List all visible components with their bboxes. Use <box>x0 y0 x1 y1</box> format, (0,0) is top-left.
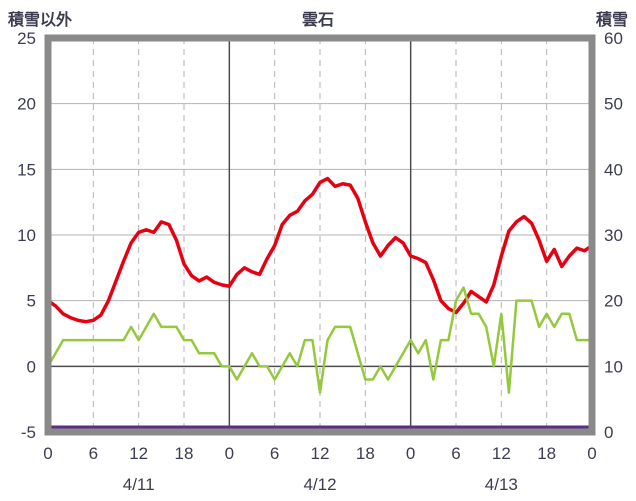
right-tick-label: 0 <box>604 423 613 442</box>
x-tick-label: 0 <box>587 444 596 463</box>
left-tick-label: 25 <box>17 29 36 48</box>
left-tick-label: 20 <box>17 95 36 114</box>
left-tick-label: 0 <box>27 357 36 376</box>
x-tick-label: 0 <box>225 444 234 463</box>
left-tick-label: 10 <box>17 226 36 245</box>
right-tick-label: 40 <box>604 160 623 179</box>
left-tick-label: 5 <box>27 292 36 311</box>
x-tick-label: 18 <box>537 444 556 463</box>
left-axis-title: 積雪以外 <box>8 12 73 29</box>
right-tick-label: 20 <box>604 292 623 311</box>
left-tick-label: 15 <box>17 160 36 179</box>
left-tick-label: -5 <box>21 423 36 442</box>
x-tick-label: 0 <box>406 444 415 463</box>
x-tick-label: 12 <box>311 444 330 463</box>
right-axis-title: 積雪 <box>595 12 628 29</box>
x-tick-label: 6 <box>270 444 279 463</box>
x-tick-label: 0 <box>43 444 52 463</box>
right-tick-label: 30 <box>604 226 623 245</box>
x-tick-label: 6 <box>451 444 460 463</box>
right-tick-label: 10 <box>604 357 623 376</box>
x-tick-label: 6 <box>89 444 98 463</box>
plot-border <box>44 34 596 436</box>
red-line <box>46 176 594 324</box>
day-label: 4/13 <box>485 475 518 494</box>
chart-title: 雲石 <box>301 12 335 29</box>
x-tick-label: 18 <box>175 444 194 463</box>
x-tick-label: 12 <box>129 444 148 463</box>
green-line <box>46 286 594 394</box>
right-tick-label: 60 <box>604 29 623 48</box>
right-tick-label: 50 <box>604 95 623 114</box>
x-tick-label: 12 <box>492 444 511 463</box>
day-label: 4/11 <box>123 475 155 494</box>
x-tick-label: 18 <box>356 444 375 463</box>
day-label: 4/12 <box>303 475 336 494</box>
